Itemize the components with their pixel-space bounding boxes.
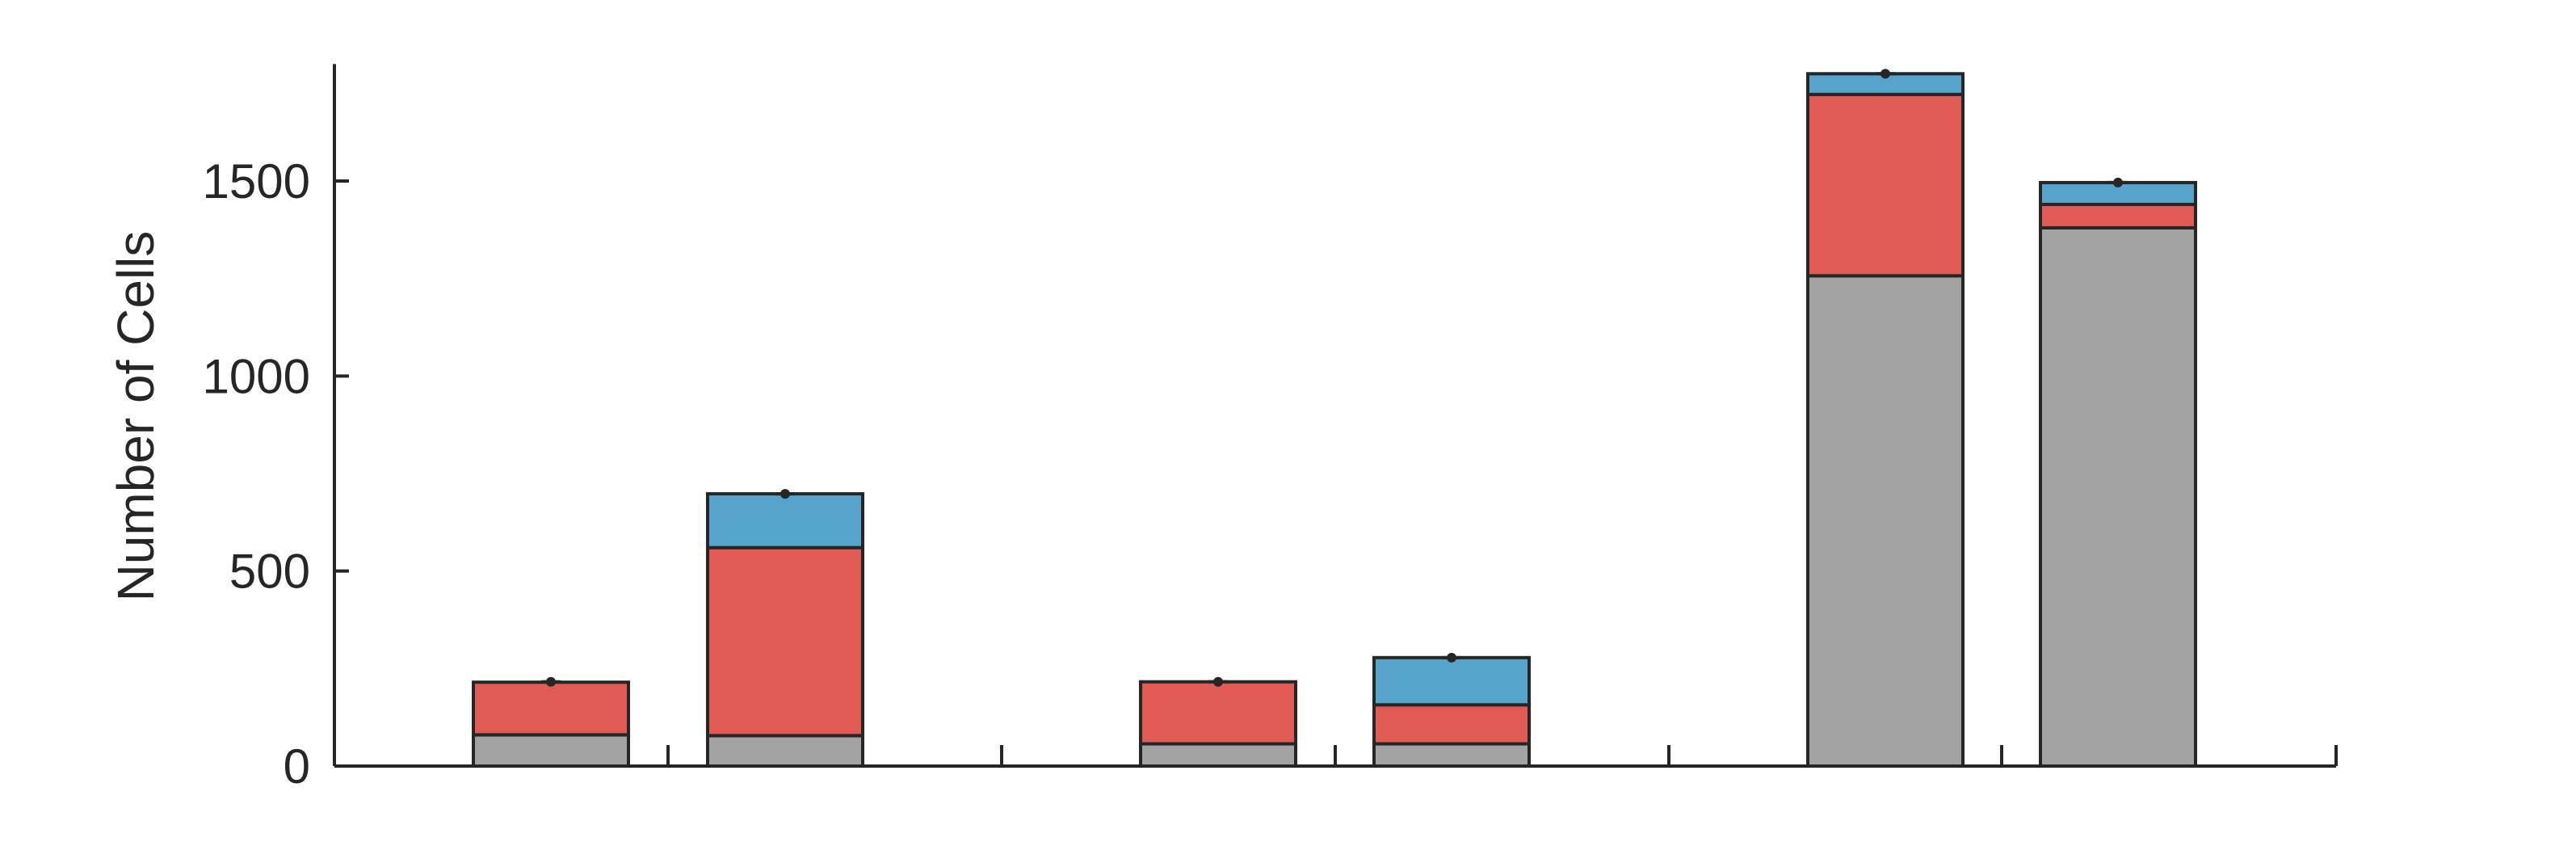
bar-6-segment-2: [2039, 202, 2197, 229]
bar-4-total-marker: [1447, 652, 1456, 663]
y-tick-label-1500: 1500: [203, 154, 310, 208]
bar-1-total-marker: [546, 676, 556, 687]
bar-4-segment-3: [1372, 655, 1531, 707]
bar-2-segment-1: [706, 734, 864, 768]
bars-layer: [472, 69, 2197, 768]
axes-layer: 0 500 1000 1500: [203, 64, 2338, 794]
bar-3-segment-1: [1139, 742, 1297, 768]
bar-5-total-marker: [1881, 69, 1890, 79]
bar-2-segment-2: [706, 545, 864, 738]
bar-1-segment-1: [472, 733, 630, 768]
bar-4-segment-1: [1372, 742, 1531, 768]
bar-3-total-marker: [1213, 676, 1223, 687]
bar-5-segment-2: [1806, 92, 1965, 278]
bar-1-segment-2: [472, 680, 630, 737]
bar-2-segment-3: [706, 492, 864, 550]
y-tick-label-0: 0: [284, 739, 310, 794]
bar-5-segment-1: [1806, 274, 1965, 768]
bar-3-segment-2: [1139, 680, 1297, 746]
y-tick-label-500: 500: [229, 545, 310, 599]
bar-4-segment-2: [1372, 703, 1531, 746]
bar-6-total-marker: [2113, 177, 2123, 187]
bar-6-segment-1: [2039, 225, 2197, 768]
y-axis-label: Number of Cells: [107, 231, 165, 602]
bar-2-total-marker: [780, 489, 790, 499]
y-tick-label-1000: 1000: [203, 349, 310, 403]
